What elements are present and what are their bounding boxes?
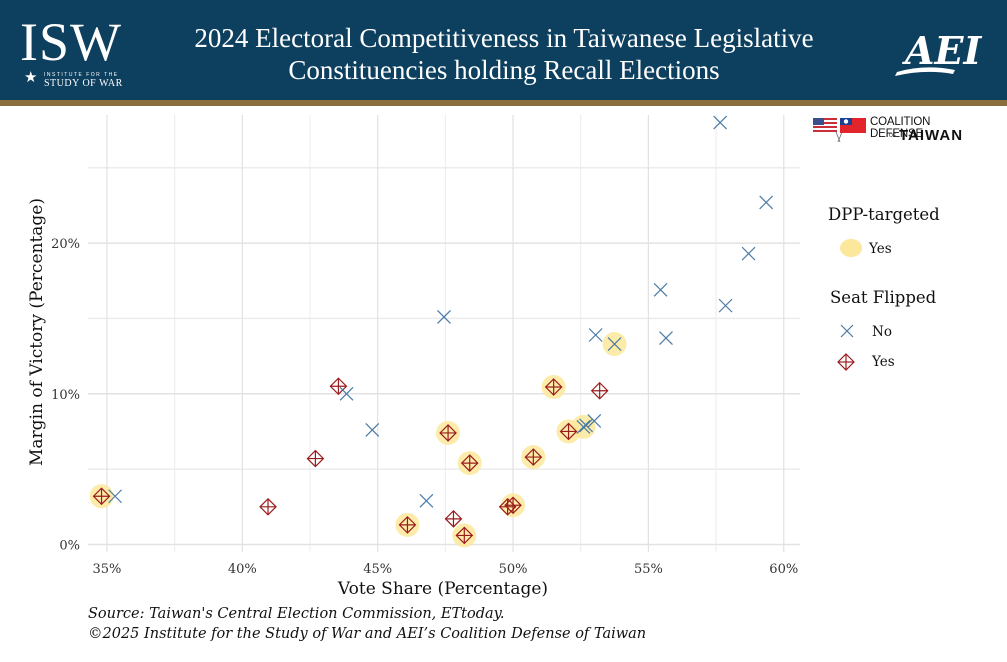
point-seat-flipped xyxy=(544,378,563,396)
chart-title: 2024 Electoral Competitiveness in Taiwan… xyxy=(150,22,858,86)
star-icon: ★ xyxy=(24,68,38,86)
point-seat-flipped xyxy=(439,424,457,442)
point-seat-held xyxy=(579,418,594,433)
flags-icon xyxy=(813,118,866,143)
cdt-logo-of: OF xyxy=(889,133,896,139)
point-seat-flipped xyxy=(306,449,325,468)
point-seat-held xyxy=(607,337,622,351)
cdt-logo-line-1: COALITION DEFENSE xyxy=(870,116,931,140)
y-tick-label: 10% xyxy=(51,388,80,403)
cdt-logo-line-2: TAIWAN xyxy=(899,127,964,144)
point-seat-held xyxy=(437,309,451,324)
point-seat-held xyxy=(713,115,728,130)
point-seat-flipped xyxy=(559,422,578,441)
point-seat-held xyxy=(339,386,354,401)
point-seat-flipped xyxy=(504,496,522,515)
diamond-plus-marker-icon xyxy=(837,353,855,371)
dpp-targeted-highlight xyxy=(541,374,566,399)
aei-logo: AEI xyxy=(895,28,982,76)
dpp-targeted-highlight xyxy=(571,414,596,439)
point-seat-flipped xyxy=(590,381,609,400)
header-banner: ISW ★ INSTITUTE FOR THE STUDY OF WAR 202… xyxy=(0,0,1007,100)
dpp-targeted-highlight xyxy=(457,451,482,476)
us-flag-icon xyxy=(813,118,837,132)
point-seat-held xyxy=(365,423,380,437)
legend-dpp-title: DPP-targeted xyxy=(828,205,940,224)
point-seat-held xyxy=(108,489,122,504)
source-note: Source: Taiwan's Central Election Commis… xyxy=(88,606,505,622)
tick-labels: 35% 40% 45% 50% 55% 60% 0% 10% 20% xyxy=(51,237,798,577)
taiwan-flag-icon xyxy=(840,118,866,133)
coalition-defense-taiwan-logo: COALITION DEFENSE OF TAIWAN xyxy=(812,114,982,146)
x-tick-label: 45% xyxy=(363,562,392,577)
isw-logo-subtitle-1: INSTITUTE FOR THE xyxy=(44,72,119,78)
point-seat-held xyxy=(576,420,591,434)
point-seat-flipped xyxy=(524,448,543,466)
chart-title-line-2: Constituencies holding Recall Elections xyxy=(288,55,720,85)
x-axis-label: Vote Share (Percentage) xyxy=(337,579,548,599)
dpp-targeted-highlight xyxy=(521,445,546,470)
point-seat-flipped xyxy=(460,454,479,472)
legend-dpp-yes-label: Yes xyxy=(869,241,892,257)
isw-logo-subtitle-2: STUDY OF WAR xyxy=(44,78,123,89)
point-seat-held xyxy=(718,298,733,313)
point-seat-flipped xyxy=(259,497,277,516)
data-points xyxy=(89,115,774,548)
point-seat-flipped xyxy=(455,526,474,545)
point-seat-held xyxy=(659,331,673,345)
point-seat-flipped xyxy=(498,497,517,516)
copyright-note: ©2025 Institute for the Study of War and… xyxy=(88,626,647,642)
point-seat-flipped xyxy=(398,516,417,534)
dpp-targeted-highlight xyxy=(436,420,461,445)
dpp-targeted-highlight xyxy=(556,419,581,444)
grid-lines xyxy=(88,115,800,552)
point-seat-held xyxy=(587,413,602,428)
isw-logo: ISW ★ INSTITUTE FOR THE STUDY OF WAR xyxy=(20,14,145,89)
aei-logo-text: AEI xyxy=(902,28,982,73)
dpp-targeted-highlight xyxy=(395,512,420,537)
x-tick-label: 35% xyxy=(92,562,121,577)
legend-flip-no-label: No xyxy=(872,324,892,340)
header-stripe xyxy=(0,100,1007,106)
point-seat-flipped xyxy=(444,509,463,528)
isw-logo-letters: ISW xyxy=(20,12,122,72)
x-tick-label: 40% xyxy=(228,562,257,577)
y-axis-label: Margin of Victory (Percentage) xyxy=(27,198,47,466)
point-seat-flipped xyxy=(92,487,111,506)
y-tick-label: 20% xyxy=(51,237,80,252)
point-seat-held xyxy=(741,246,756,261)
aei-logo-swoosh xyxy=(895,67,955,76)
dpp-targeted-highlight xyxy=(602,332,627,357)
x-marker-icon xyxy=(840,324,854,338)
dpp-targeted-highlight xyxy=(89,484,114,509)
point-seat-held xyxy=(653,282,668,297)
chart-title-line-1: 2024 Electoral Competitiveness in Taiwan… xyxy=(194,23,814,53)
x-tick-label: 60% xyxy=(769,562,798,577)
dpp-highlights xyxy=(89,332,627,548)
markers xyxy=(92,115,774,545)
legend-dpp-yes-swatch xyxy=(840,239,862,257)
x-tick-label: 55% xyxy=(634,562,663,577)
legend-flip-yes-label: Yes xyxy=(872,354,895,370)
dpp-targeted-highlight xyxy=(452,523,477,548)
x-tick-label: 50% xyxy=(499,562,528,577)
point-seat-held xyxy=(419,493,434,508)
y-tick-label: 0% xyxy=(59,538,80,553)
point-seat-held xyxy=(759,195,774,210)
dpp-targeted-highlight xyxy=(501,493,526,518)
legend-flip-title: Seat Flipped xyxy=(830,288,937,307)
point-seat-flipped xyxy=(329,377,348,396)
point-seat-held xyxy=(588,328,603,342)
